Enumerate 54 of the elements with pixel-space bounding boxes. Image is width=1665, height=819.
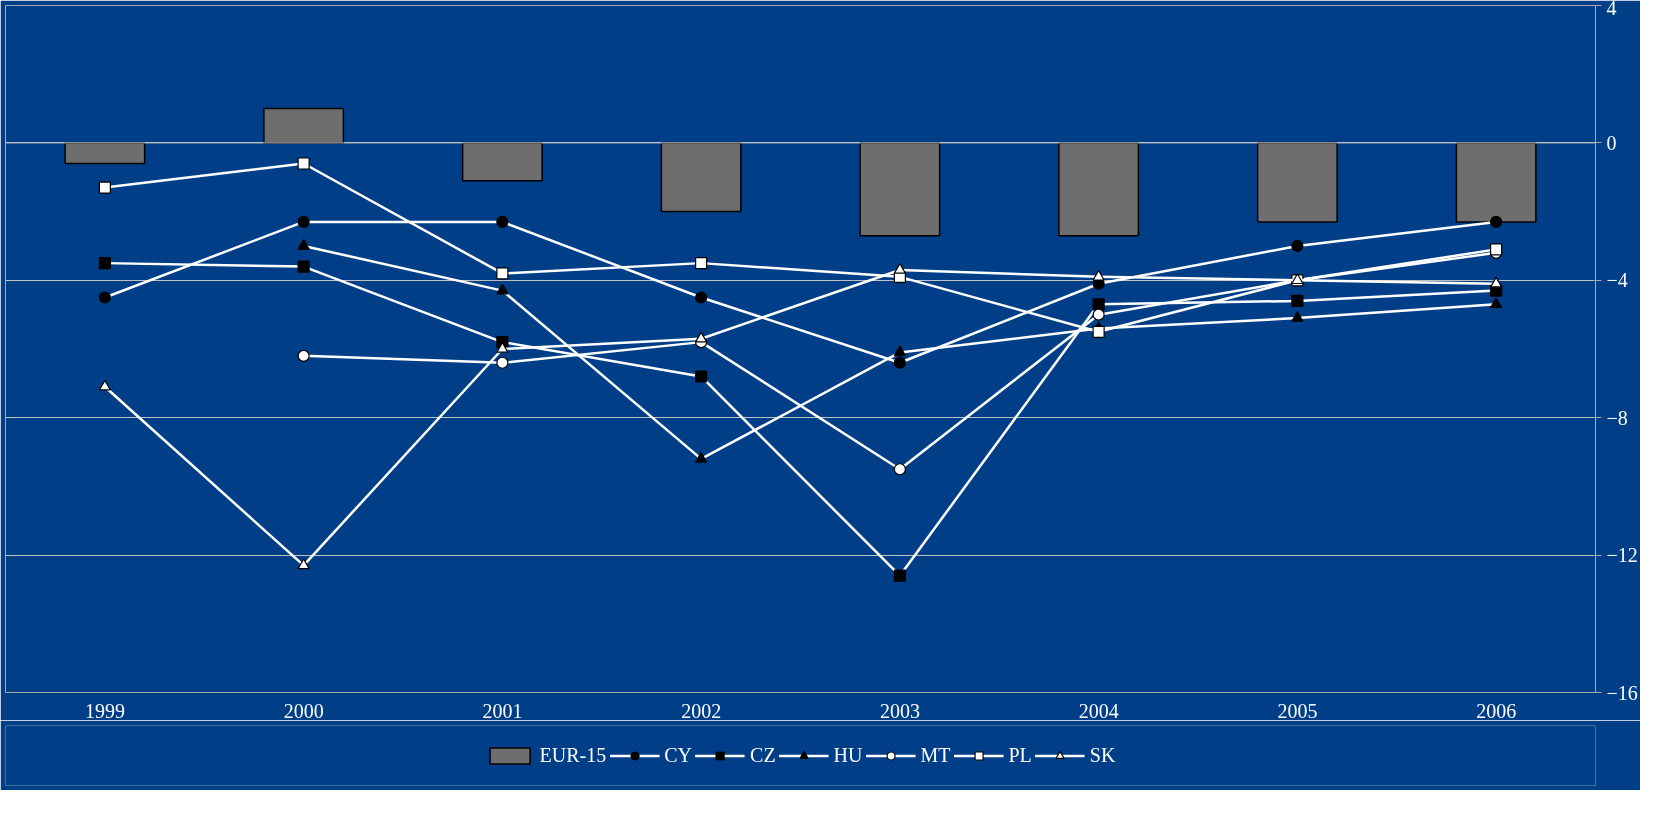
point [1092, 308, 1105, 321]
point [297, 558, 310, 570]
point [893, 356, 906, 369]
x-tick-label: 2005 [1277, 699, 1318, 722]
point [297, 349, 310, 362]
legend-label: CZ [750, 743, 776, 767]
point [496, 215, 509, 228]
x-tick-label: 2000 [283, 699, 324, 722]
point [297, 260, 310, 273]
x-tick-label: 2004 [1078, 699, 1119, 722]
point [893, 463, 906, 476]
point [496, 267, 509, 280]
x-tick-label: 2006 [1476, 699, 1517, 722]
y-tick-label: −16 [1606, 681, 1638, 704]
legend-label: CY [664, 743, 693, 767]
point [98, 291, 111, 304]
point [297, 239, 310, 250]
point [695, 370, 708, 383]
point [98, 257, 111, 270]
point [1092, 298, 1105, 311]
point [1291, 311, 1304, 322]
y-tick-label: 0 [1606, 131, 1617, 154]
point [893, 569, 906, 582]
point [695, 331, 708, 343]
point [1291, 294, 1304, 308]
point [893, 263, 906, 274]
point [695, 291, 708, 304]
point [893, 345, 906, 357]
point [297, 215, 310, 228]
point [297, 157, 310, 170]
legend-label: MT [920, 743, 951, 767]
point [1092, 269, 1105, 281]
point [1092, 325, 1105, 338]
point [1490, 215, 1503, 228]
point [496, 283, 509, 295]
y-tick-label: −4 [1606, 269, 1628, 292]
legend-label: PL [1008, 743, 1032, 767]
point [695, 257, 708, 270]
x-tick-label: 2001 [482, 699, 523, 722]
legend-label: HU [833, 743, 863, 767]
y-tick-label: −8 [1606, 406, 1628, 429]
point [98, 379, 111, 391]
y-tick-label: 4 [1606, 0, 1617, 19]
legend-label: EUR-15 [539, 743, 607, 767]
legend-label: SK [1089, 743, 1116, 767]
x-tick-label: 2003 [879, 699, 920, 722]
y-tick-label: −12 [1606, 544, 1638, 567]
point [1490, 297, 1503, 309]
x-tick-label: 1999 [84, 699, 125, 722]
x-tick-label: 2002 [681, 699, 722, 722]
point [98, 181, 111, 194]
point [1291, 239, 1304, 253]
point [496, 356, 509, 369]
point [695, 451, 708, 463]
